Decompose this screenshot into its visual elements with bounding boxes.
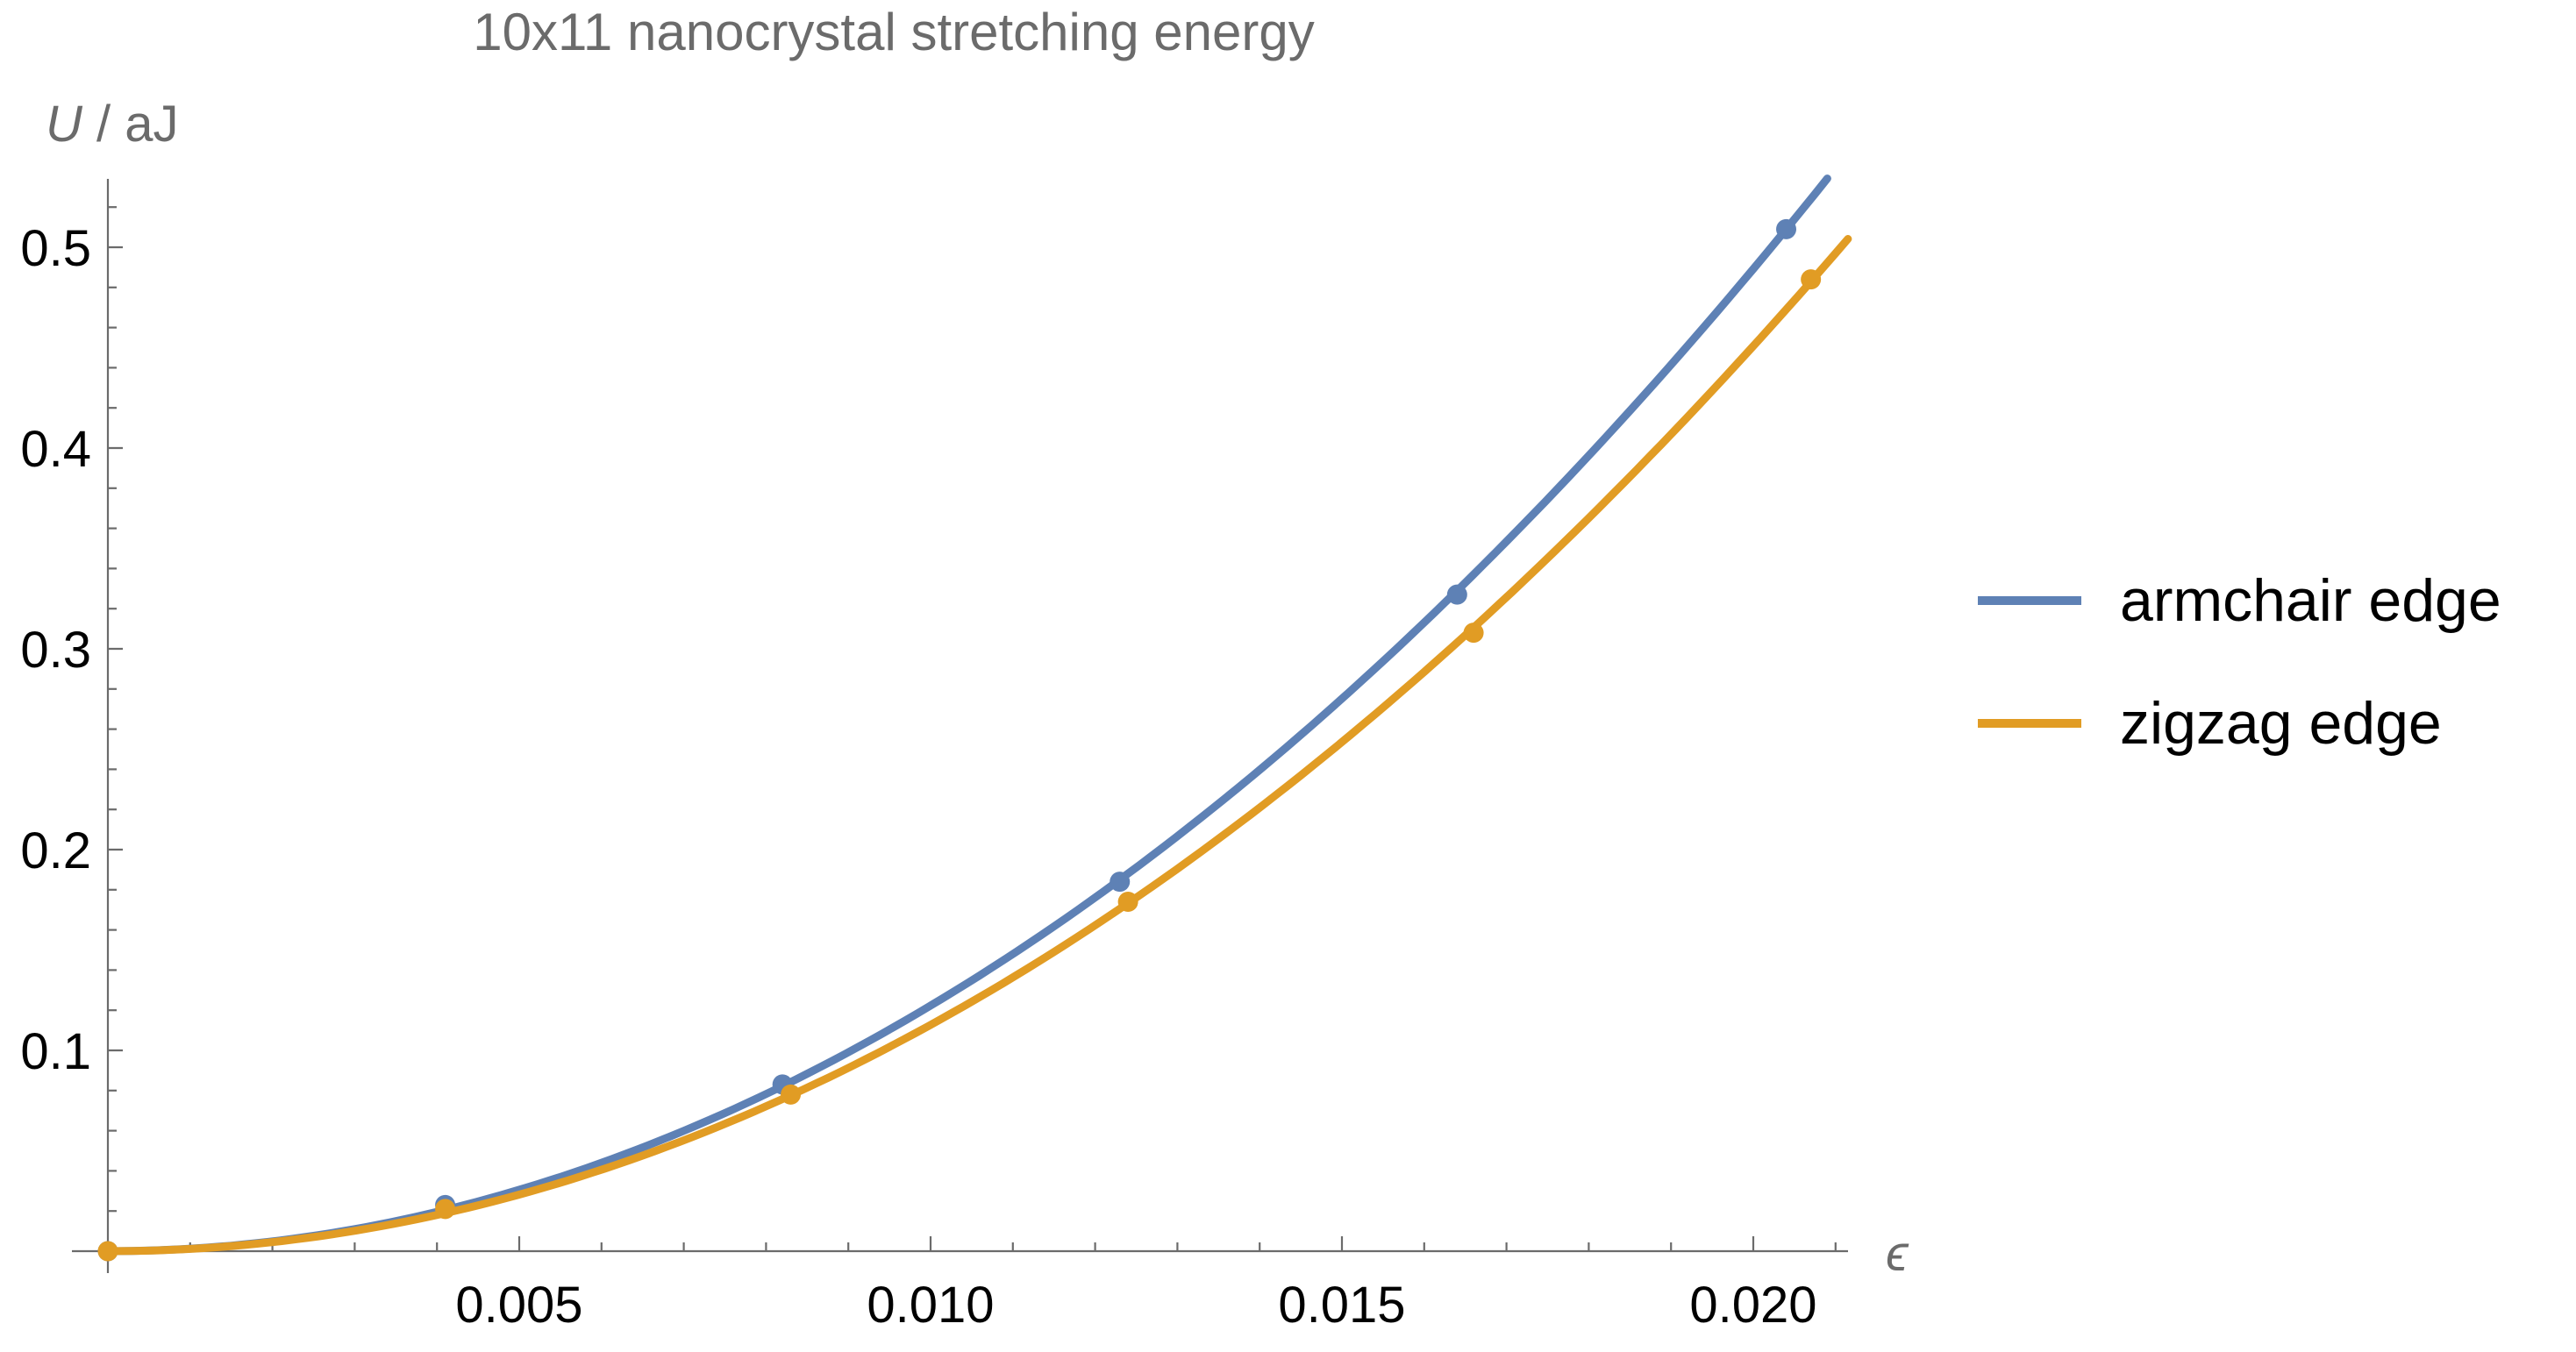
y-tick-label: 0.3 xyxy=(20,622,91,679)
x-tick-label: 0.015 xyxy=(1278,1277,1405,1334)
axes xyxy=(72,179,1848,1273)
legend-item-zigzag: zigzag edge xyxy=(1978,688,2501,758)
y-tick-label: 0.5 xyxy=(20,220,91,277)
legend-label-armchair: armchair edge xyxy=(2120,567,2501,634)
legend-swatch-armchair xyxy=(1978,596,2081,605)
chart-title: 10x11 nanocrystal stretching energy xyxy=(473,3,1315,61)
data-point xyxy=(435,1199,456,1220)
y-tick-label: 0.4 xyxy=(20,421,91,478)
x-tick-label: 0.005 xyxy=(455,1277,582,1334)
legend-label-zigzag: zigzag edge xyxy=(2120,690,2442,757)
data-point xyxy=(97,1241,118,1262)
x-axis-label: ϵ xyxy=(1886,1225,1909,1282)
series-armchair xyxy=(97,174,1831,1262)
y-axis-label-units: / aJ xyxy=(82,96,179,153)
data-point xyxy=(1776,218,1797,239)
y-tick-label: 0.2 xyxy=(20,822,91,879)
data-point xyxy=(1463,623,1484,644)
y-axis-label: U / aJ xyxy=(46,95,179,153)
x-tick-label: 0.020 xyxy=(1689,1277,1816,1334)
data-point xyxy=(781,1084,802,1105)
legend-item-armchair: armchair edge xyxy=(1978,566,2501,636)
legend: armchair edge zigzag edge xyxy=(1978,566,2501,758)
legend-swatch-zigzag xyxy=(1978,719,2081,728)
series-zigzag xyxy=(97,235,1852,1262)
tick-labels: 0.005 0.010 0.015 0.020 0.1 0.2 0.3 0.4 0.5 xyxy=(20,220,1816,1334)
data-point xyxy=(1117,892,1138,913)
data-point xyxy=(1446,584,1467,605)
y-tick-label: 0.1 xyxy=(20,1023,91,1080)
x-tick-label: 0.010 xyxy=(867,1277,994,1334)
data-point xyxy=(1801,269,1822,290)
y-axis-label-variable: U xyxy=(46,96,82,153)
fit-curve xyxy=(103,174,1831,1256)
data-point xyxy=(1110,872,1131,893)
fit-curve xyxy=(103,235,1852,1256)
